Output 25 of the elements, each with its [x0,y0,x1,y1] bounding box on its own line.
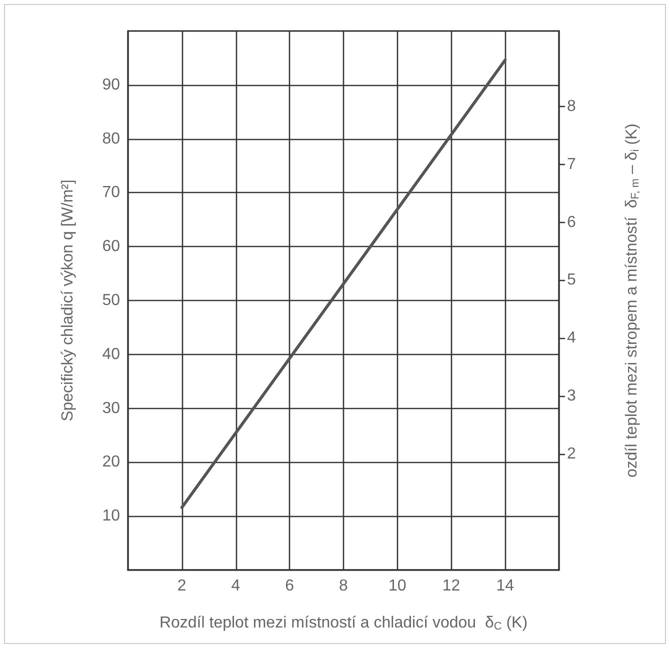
y2-axis-title: ozdíl teplot mezi stropem a místností δF, m – δi (K) [624,123,642,478]
y-tick-label: 70 [102,184,120,202]
x-tick-label: 2 [177,578,186,594]
y2-tick-label: 4 [567,330,576,347]
y2-tick-label: 2 [567,446,576,463]
y2-tick-label: 3 [567,388,576,405]
x-tick-label: 10 [388,578,406,594]
x-tick-label: 4 [231,578,240,594]
y-tick-label: 50 [102,292,120,309]
y-tick-label: 60 [102,238,120,256]
y-tick-label: 40 [102,346,120,363]
y-tick-label: 30 [102,400,120,417]
y-tick-label: 20 [102,454,120,471]
y-tick-label: 10 [102,508,120,525]
x-tick-label: 14 [496,578,514,594]
y-tick-label: 90 [102,76,120,94]
y-tick-label: 80 [102,130,120,148]
x-tick-label: 8 [339,578,348,594]
y2-tick-label: 7 [567,156,576,173]
y2-tick-label: 8 [567,98,576,115]
y2-tick-label: 5 [567,272,576,289]
y2-tick-label: 6 [567,214,576,231]
y-axis-title: Specifický chladicí výkon q [W/m²] [60,180,76,422]
x-tick-label: 6 [285,578,294,594]
x-tick-label: 12 [442,578,460,594]
